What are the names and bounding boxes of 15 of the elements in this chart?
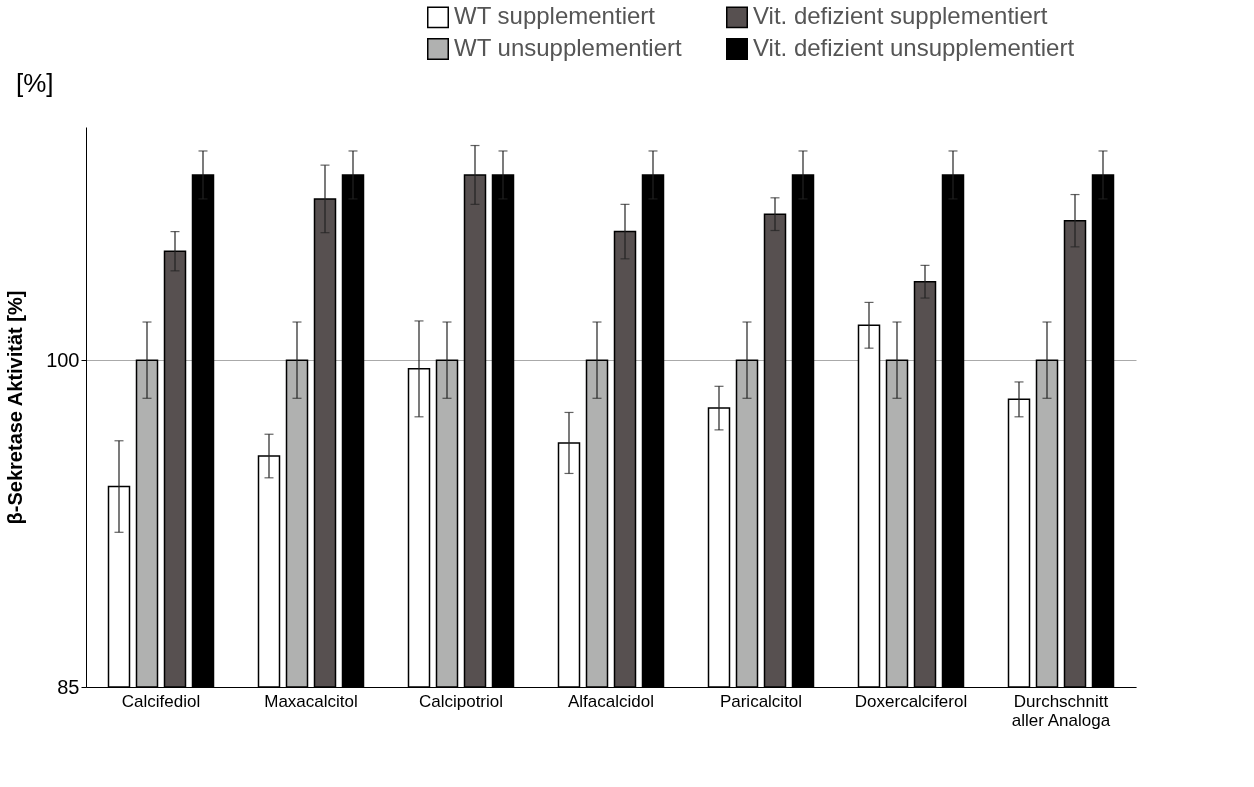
y-axis-title: β-Sekretase Aktivität [%] [4, 290, 27, 525]
legend-label: WT unsupplementiert [454, 34, 682, 61]
x-tick-label: Paricalcitol [719, 691, 803, 711]
x-tick-label: Calcipotriol [418, 691, 504, 711]
x-tick-label: Doxercalciferol [854, 691, 968, 711]
text: [%] [16, 68, 54, 98]
x-tick-label: Maxacalcitol [264, 691, 358, 711]
x-tick-label: Alfacalcidol [568, 691, 654, 711]
legend-label: Vit. defizient unsupplementiert [753, 34, 1075, 61]
x-tick-label: Durchschnitt aller Analoga [1011, 691, 1111, 730]
x-tick-label: Calcifediol [121, 691, 201, 711]
y-tick-label: 100 [46, 348, 80, 371]
legend-label: WT supplementiert [454, 2, 656, 30]
legend-label: Vit. defizient supplementiert [753, 2, 1048, 30]
y-tick-label: 85 [57, 675, 80, 698]
